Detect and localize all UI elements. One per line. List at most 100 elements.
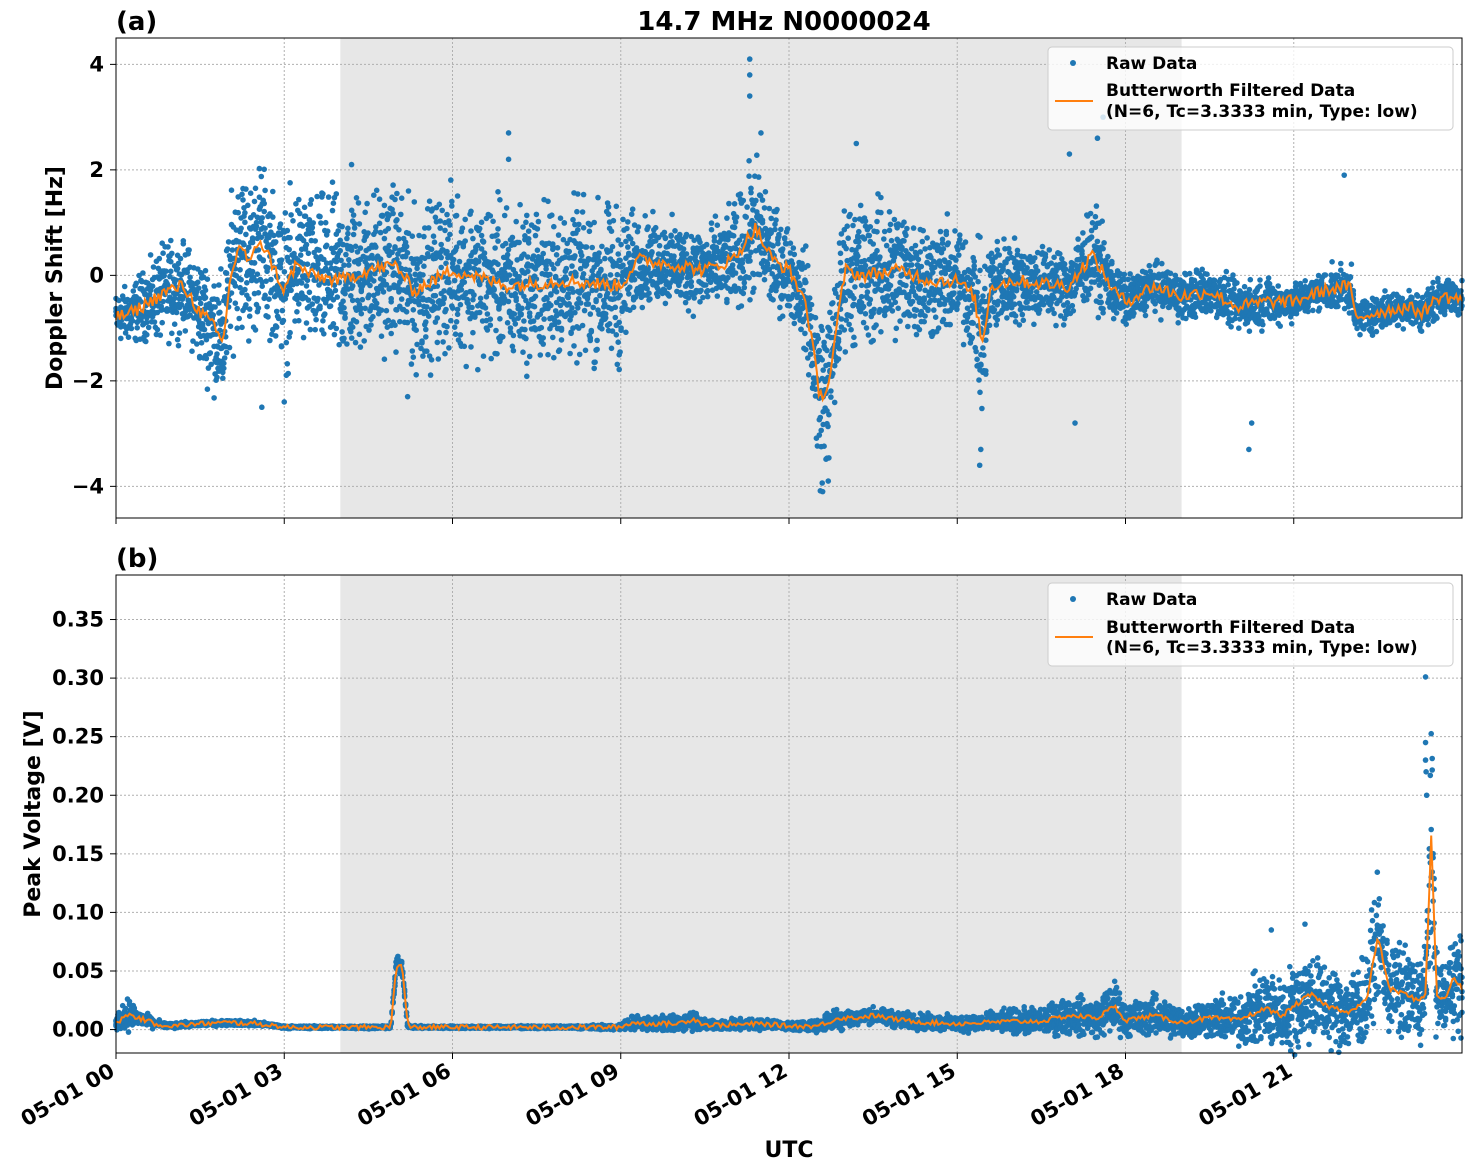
raw-data-point <box>886 209 893 215</box>
raw-data-point <box>492 245 498 251</box>
raw-data-point <box>182 328 189 334</box>
raw-data-point <box>906 312 913 319</box>
raw-data-point <box>830 300 836 306</box>
raw-data-point <box>569 305 575 311</box>
raw-data-point <box>312 326 319 333</box>
raw-data-point <box>525 236 532 242</box>
raw-data-point <box>1208 308 1214 314</box>
raw-data-point <box>165 307 171 314</box>
raw-data-point <box>620 216 626 223</box>
raw-data-point <box>156 255 163 262</box>
raw-data-point <box>595 194 601 201</box>
raw-data-point <box>238 276 244 283</box>
raw-data-point <box>220 375 226 382</box>
raw-data-point <box>957 236 963 243</box>
raw-data-point <box>447 231 453 238</box>
raw-data-point <box>841 327 848 333</box>
raw-data-point <box>461 279 468 286</box>
raw-data-point <box>377 229 384 236</box>
raw-data-point <box>1225 281 1231 288</box>
raw-data-point <box>388 330 395 337</box>
raw-data-point <box>520 224 526 230</box>
raw-data-point <box>318 220 324 226</box>
raw-data-point <box>580 271 587 277</box>
raw-data-point <box>841 208 848 214</box>
raw-data-point <box>444 323 450 330</box>
raw-data-point <box>1024 265 1030 271</box>
raw-data-point <box>468 208 474 215</box>
raw-data-point <box>960 341 967 348</box>
raw-data-point <box>848 313 854 320</box>
raw-data-point <box>348 328 354 335</box>
raw-data-point <box>972 274 978 280</box>
raw-data-point <box>1127 271 1133 277</box>
raw-data-point <box>378 333 385 340</box>
raw-data-point <box>511 311 518 317</box>
raw-data-point <box>888 237 895 244</box>
raw-data-point <box>565 294 571 301</box>
raw-data-point <box>1259 328 1265 334</box>
raw-data-point <box>1020 317 1027 324</box>
raw-data-point <box>733 214 740 220</box>
raw-data-point <box>336 341 343 348</box>
raw-data-point <box>356 331 363 338</box>
raw-data-point <box>687 255 694 262</box>
raw-data-point <box>357 245 364 251</box>
raw-data-point <box>755 174 762 180</box>
raw-data-point <box>852 342 858 348</box>
raw-data-point <box>786 303 793 309</box>
raw-data-point <box>1051 310 1057 317</box>
raw-data-point <box>237 267 243 273</box>
raw-data-point <box>688 283 695 290</box>
raw-data-point <box>704 293 711 300</box>
raw-data-point <box>1087 285 1094 292</box>
raw-data-point <box>626 291 632 297</box>
raw-data-point <box>221 360 227 367</box>
raw-data-point <box>275 315 282 322</box>
raw-data-point <box>397 318 403 325</box>
raw-data-point <box>503 205 510 211</box>
raw-data-point <box>691 295 697 301</box>
raw-data-point <box>1097 293 1103 300</box>
raw-data-point <box>921 296 927 303</box>
raw-data-point <box>469 304 475 311</box>
raw-data-point <box>370 313 376 320</box>
raw-data-point <box>297 210 303 217</box>
raw-data-point <box>381 202 388 209</box>
raw-data-point <box>321 331 327 337</box>
raw-data-point <box>826 455 832 461</box>
raw-data-point <box>737 191 744 197</box>
raw-data-point <box>454 193 461 199</box>
raw-data-point <box>740 197 747 204</box>
raw-data-point <box>196 355 203 361</box>
raw-data-point <box>1034 268 1041 274</box>
raw-data-point <box>239 324 245 331</box>
raw-data-point <box>329 207 336 214</box>
raw-data-point <box>970 320 976 327</box>
raw-data-point <box>726 200 732 207</box>
raw-data-point <box>425 225 432 231</box>
raw-data-point <box>741 280 748 286</box>
raw-data-point <box>551 223 557 230</box>
raw-data-point <box>625 244 631 250</box>
raw-data-point <box>1062 266 1069 273</box>
raw-data-point <box>296 317 302 324</box>
raw-data-point <box>232 300 239 307</box>
raw-data-point <box>256 194 263 200</box>
raw-data-point <box>1036 306 1043 313</box>
raw-data-point <box>849 260 855 267</box>
raw-data-point <box>1125 276 1131 283</box>
raw-data-point <box>333 258 340 265</box>
raw-data-point <box>287 329 293 336</box>
raw-data-point <box>223 270 230 277</box>
raw-data-point <box>235 209 241 216</box>
raw-data-point <box>171 321 178 328</box>
raw-data-point <box>922 313 928 319</box>
raw-data-point <box>903 282 909 289</box>
raw-data-point <box>897 318 903 324</box>
raw-data-point <box>848 326 854 333</box>
raw-data-point <box>186 306 192 313</box>
raw-data-point <box>747 258 753 264</box>
raw-data-point <box>917 249 924 255</box>
raw-data-point <box>494 232 500 238</box>
